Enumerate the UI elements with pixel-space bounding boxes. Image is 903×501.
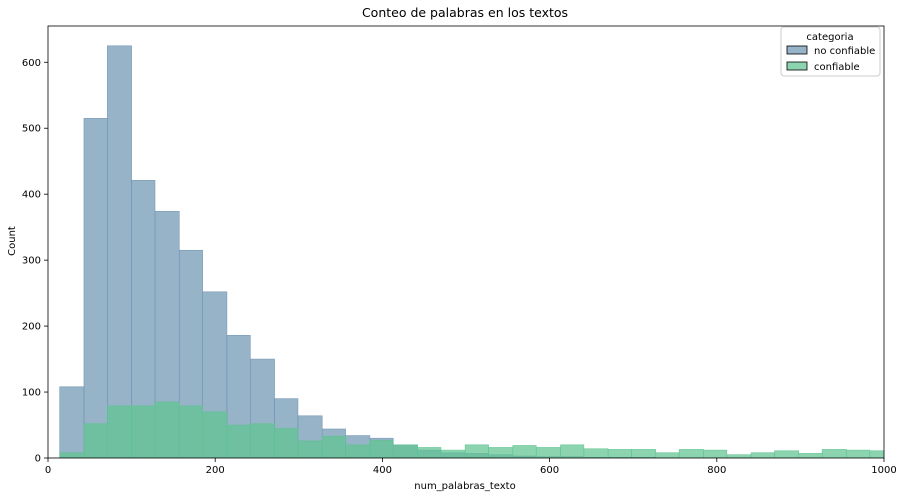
legend-label-confiable: confiable bbox=[814, 62, 860, 73]
bar-confiable bbox=[750, 452, 775, 458]
chart-title: Conteo de palabras en los textos bbox=[362, 5, 568, 20]
bar-confiable bbox=[607, 449, 632, 458]
bar-confiable bbox=[655, 452, 680, 458]
bar-confiable bbox=[297, 440, 323, 458]
series-confiable bbox=[59, 401, 884, 458]
x-tick-label: 1000 bbox=[871, 465, 896, 476]
y-tick-label: 600 bbox=[22, 58, 41, 69]
x-tick-label: 800 bbox=[707, 465, 726, 476]
legend-label-no-confiable: no confiable bbox=[814, 46, 875, 57]
bar-confiable bbox=[440, 449, 466, 458]
bar-confiable bbox=[59, 452, 85, 458]
x-tick-label: 200 bbox=[206, 465, 225, 476]
bar-confiable bbox=[392, 444, 418, 458]
y-tick-label: 0 bbox=[35, 454, 41, 465]
bar-confiable bbox=[369, 439, 394, 458]
bar-confiable bbox=[250, 423, 275, 458]
bar-confiable bbox=[488, 447, 514, 458]
y-axis: 0 100 200 300 400 500 600 bbox=[22, 58, 48, 465]
bar-no-confiable bbox=[107, 45, 132, 458]
x-axis-label: num_palabras_texto bbox=[414, 481, 515, 492]
bar-confiable bbox=[798, 453, 823, 458]
bar-confiable bbox=[512, 445, 537, 458]
y-tick-label: 400 bbox=[22, 190, 41, 201]
bar-confiable bbox=[583, 448, 609, 458]
legend-title: categoria bbox=[806, 32, 853, 43]
bar-confiable bbox=[821, 449, 847, 458]
bar-confiable bbox=[631, 449, 657, 458]
bar-confiable bbox=[274, 428, 299, 458]
bar-confiable bbox=[202, 411, 228, 458]
bar-confiable bbox=[774, 450, 800, 458]
bar-confiable bbox=[83, 423, 108, 458]
bar-confiable bbox=[345, 444, 371, 458]
bar-confiable bbox=[703, 449, 728, 458]
x-tick-label: 600 bbox=[540, 465, 559, 476]
y-tick-label: 300 bbox=[22, 256, 41, 267]
bar-confiable bbox=[726, 454, 752, 458]
bar-confiable bbox=[131, 405, 156, 458]
bar-confiable bbox=[869, 450, 884, 458]
bar-confiable bbox=[417, 447, 442, 458]
bar-confiable bbox=[846, 449, 871, 458]
plot-frame bbox=[47, 25, 885, 459]
x-axis: 0 200 400 600 800 1000 bbox=[45, 458, 897, 476]
series-no-confiable bbox=[59, 45, 657, 458]
bar-confiable bbox=[321, 435, 346, 458]
x-tick-label: 400 bbox=[373, 465, 392, 476]
x-tick-label: 0 bbox=[45, 465, 51, 476]
bar-confiable bbox=[226, 424, 251, 458]
bar-confiable bbox=[678, 449, 704, 458]
y-tick-label: 100 bbox=[22, 388, 41, 399]
bar-confiable bbox=[560, 444, 585, 458]
legend-swatch-confiable bbox=[786, 61, 808, 71]
y-axis-label: Count bbox=[7, 226, 18, 256]
y-tick-label: 500 bbox=[22, 124, 41, 135]
bar-confiable bbox=[178, 405, 203, 458]
bar-confiable bbox=[107, 405, 132, 458]
y-tick-label: 200 bbox=[22, 322, 41, 333]
bar-no-confiable bbox=[83, 118, 108, 458]
bar-no-confiable bbox=[59, 386, 85, 458]
legend: categoria no confiable confiable bbox=[780, 26, 881, 77]
bar-confiable bbox=[464, 444, 489, 458]
legend-swatch-no-confiable bbox=[786, 45, 808, 55]
bar-confiable bbox=[535, 447, 561, 458]
bar-confiable bbox=[154, 401, 180, 458]
